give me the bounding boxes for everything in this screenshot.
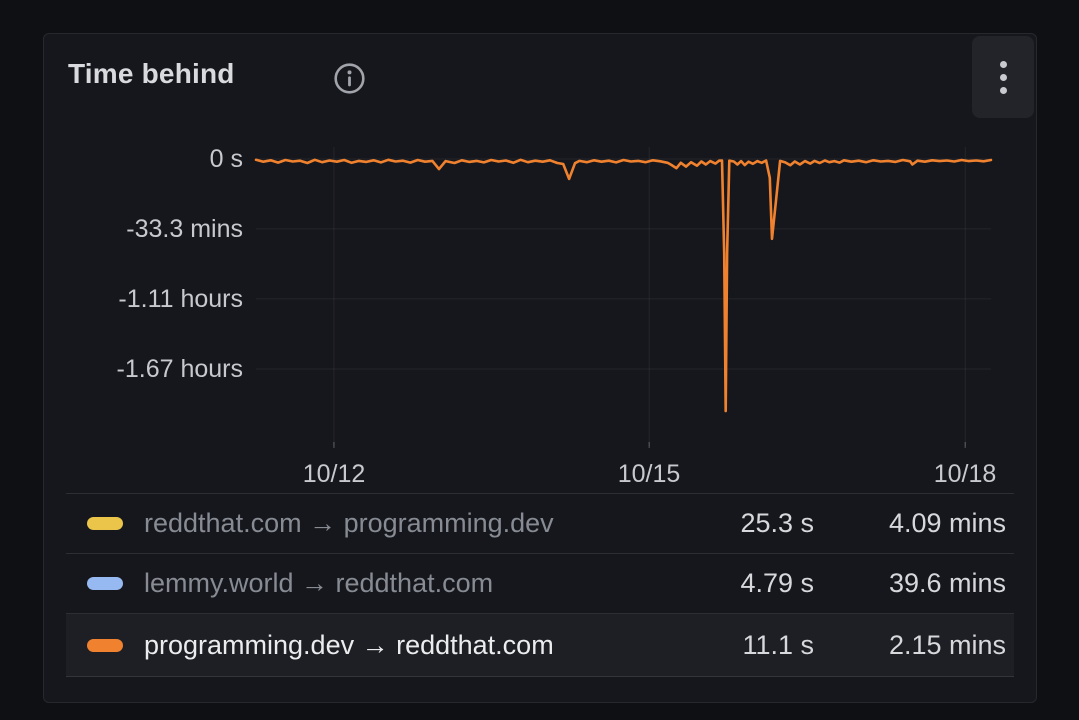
series-stat-1: 4.79 s [740,568,814,598]
panel-menu-button[interactable] [972,36,1034,118]
legend-row-reddthat-programming[interactable]: reddthat.com → programming.dev 25.3 s 4.… [66,494,1014,554]
time-behind-panel: Time behind 0 s -33.3 mins -1.11 hours -… [43,33,1037,703]
y-tick-0s: 0 s [209,145,243,173]
series-label: lemmy.world → reddthat.com [144,568,494,598]
series-stat-1: 25.3 s [740,508,814,538]
series-stat-1: 11.1 s [742,629,814,660]
series-color-swatch-orange[interactable] [87,638,123,652]
legend-row-programming-reddthat[interactable]: programming.dev → reddthat.com 11.1 s 2.… [66,614,1014,677]
series-label: programming.dev → reddthat.com [144,629,554,660]
info-icon[interactable] [333,62,366,95]
legend-table: reddthat.com → programming.dev 25.3 s 4.… [66,493,1014,677]
y-tick-1-11hours: -1.11 hours [118,285,243,313]
x-tick-10-15: 10/15 [617,460,681,488]
series-label: reddthat.com → programming.dev [144,508,554,538]
series-color-swatch-yellow[interactable] [87,517,123,530]
x-tick-10-18: 10/18 [933,460,997,488]
x-tick-10-12: 10/12 [302,460,366,488]
series-stat-2: 39.6 mins [888,568,1006,598]
y-tick-1-67hours: -1.67 hours [116,355,243,383]
series-color-swatch-blue[interactable] [87,577,123,590]
series-stat-2: 4.09 mins [888,508,1006,538]
series-stat-2: 2.15 mins [888,629,1006,660]
kebab-menu-icon [999,60,1007,94]
legend-row-lemmyworld-reddthat[interactable]: lemmy.world → reddthat.com 4.79 s 39.6 m… [66,554,1014,614]
panel-title: Time behind [68,58,235,89]
chart-plot-area[interactable] [256,144,991,449]
y-tick-33mins: -33.3 mins [126,215,243,243]
time-behind-chart [254,147,993,448]
